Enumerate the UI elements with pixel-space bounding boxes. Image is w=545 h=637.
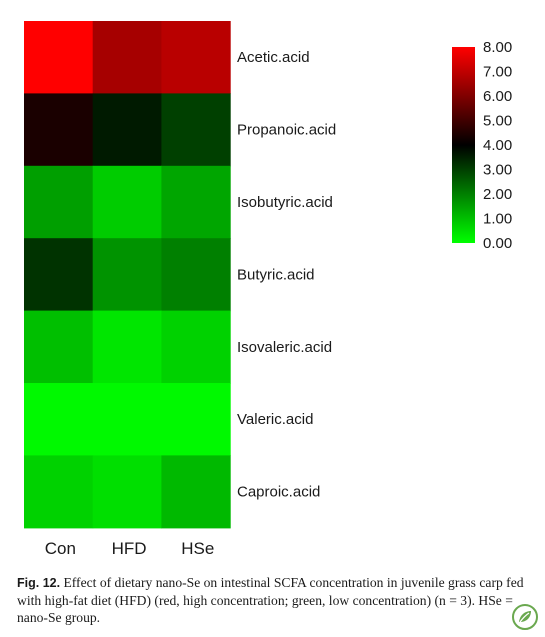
heatmap-cell-isovaleric-acid-hfd bbox=[92, 310, 162, 384]
heatmap-cell-valeric-acid-hfd bbox=[92, 383, 162, 456]
row-labels: Acetic.acid Propanoic.acid Isobutyric.acid… bbox=[237, 49, 336, 500]
heatmap-cell-butyric-acid-hse bbox=[161, 238, 231, 312]
colorbar-tick-label: 5.00 bbox=[483, 113, 512, 130]
row-label: Isobutyric.acid bbox=[237, 194, 333, 211]
heatmap-cell-isobutyric-acid-hse bbox=[161, 165, 231, 239]
column-label: HSe bbox=[181, 539, 214, 558]
heatmap-cell-butyric-acid-hfd bbox=[92, 238, 162, 312]
heatmap-cell-acetic-acid-con bbox=[24, 21, 94, 94]
colorbar-tick-labels: 8.00 7.00 6.00 5.00 4.00 3.00 2.00 1.00 0.00 bbox=[483, 39, 512, 252]
colorbar-tick-label: 3.00 bbox=[483, 162, 512, 179]
column-labels: Con HFD HSe bbox=[45, 539, 215, 558]
heatmap-cell-isovaleric-acid-con bbox=[24, 310, 94, 384]
publisher-leaf-logo-icon bbox=[512, 604, 538, 630]
heatmap-cell-caproic-acid-con bbox=[24, 455, 94, 529]
heatmap-chart: Acetic.acid Propanoic.acid Isobutyric.acid… bbox=[24, 21, 512, 558]
heatmap-cell-isobutyric-acid-con bbox=[24, 165, 94, 239]
heatmap-cell-valeric-acid-con bbox=[24, 383, 94, 456]
colorbar-gradient bbox=[452, 47, 475, 243]
row-label: Acetic.acid bbox=[237, 49, 310, 66]
figure-number: Fig. 12. bbox=[17, 576, 61, 590]
column-label: Con bbox=[45, 539, 76, 558]
colorbar-tick-label: 7.00 bbox=[483, 64, 512, 81]
heatmap-cell-propanoic-acid-hfd bbox=[92, 93, 162, 167]
heatmap-cell-butyric-acid-con bbox=[24, 238, 94, 312]
colorbar-tick-label: 8.00 bbox=[483, 39, 512, 56]
column-label: HFD bbox=[112, 539, 147, 558]
heatmap-cell-valeric-acid-hse bbox=[161, 383, 231, 456]
colorbar-tick-label: 6.00 bbox=[483, 88, 512, 105]
heatmap-cells bbox=[24, 21, 231, 529]
colorbar-tick-label: 0.00 bbox=[483, 235, 512, 252]
caption-text: Effect of dietary nano-Se on intestinal … bbox=[17, 575, 524, 625]
heatmap-cell-propanoic-acid-hse bbox=[161, 93, 231, 167]
heatmap-cell-caproic-acid-hse bbox=[161, 455, 231, 529]
heatmap-cell-isobutyric-acid-hfd bbox=[92, 165, 162, 239]
heatmap-cell-propanoic-acid-con bbox=[24, 93, 94, 167]
row-label: Caproic.acid bbox=[237, 484, 320, 501]
colorbar-tick-label: 4.00 bbox=[483, 137, 512, 154]
figure-caption: Fig. 12. Effect of dietary nano-Se on in… bbox=[17, 574, 529, 626]
colorbar bbox=[452, 47, 475, 243]
heatmap-cell-acetic-acid-hse bbox=[161, 21, 231, 94]
row-label: Isovaleric.acid bbox=[237, 339, 332, 356]
colorbar-tick-label: 2.00 bbox=[483, 186, 512, 203]
heatmap-cell-isovaleric-acid-hse bbox=[161, 310, 231, 384]
row-label: Valeric.acid bbox=[237, 411, 313, 428]
row-label: Propanoic.acid bbox=[237, 122, 336, 139]
heatmap-cell-caproic-acid-hfd bbox=[92, 455, 162, 529]
row-label: Butyric.acid bbox=[237, 266, 315, 283]
heatmap-cell-acetic-acid-hfd bbox=[92, 21, 162, 94]
colorbar-tick-label: 1.00 bbox=[483, 211, 512, 228]
